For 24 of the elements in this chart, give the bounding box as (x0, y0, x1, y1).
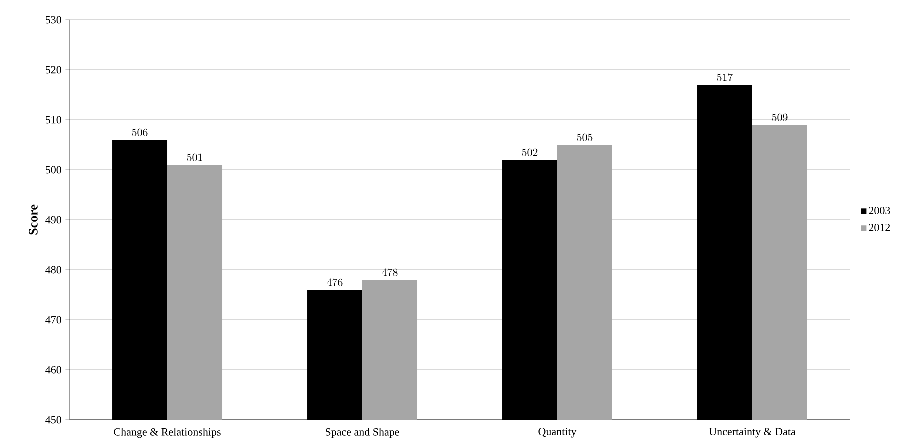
y-tick-label: 490 (46, 216, 62, 224)
legend-label: 2003 (869, 207, 890, 214)
x-tick-label: Uncertainty & Data (709, 428, 796, 438)
data-label: 476 (327, 278, 343, 286)
y-tick-label: 510 (46, 116, 62, 124)
y-tick-label: 500 (46, 166, 62, 174)
y-axis-title: Score (29, 204, 38, 235)
x-tick-label: Change & Relationships (114, 428, 221, 438)
data-label: 502 (522, 148, 538, 156)
y-tick-label: 460 (46, 366, 62, 374)
data-label: 509 (772, 114, 788, 122)
y-tick-label: 480 (46, 266, 62, 274)
data-label: 505 (577, 134, 593, 142)
data-label: 478 (382, 268, 398, 276)
x-tick-label: Space and Shape (326, 428, 400, 438)
data-label: 501 (187, 154, 202, 162)
y-tick-label: 530 (46, 16, 62, 24)
x-tick-label: Quantity (538, 428, 577, 438)
y-tick-label: 450 (46, 416, 62, 424)
data-label: 506 (132, 128, 148, 136)
legend-label: 2012 (869, 224, 890, 232)
y-tick-label: 470 (46, 316, 62, 324)
data-label: 517 (717, 74, 734, 82)
y-tick-label: 520 (46, 66, 62, 74)
